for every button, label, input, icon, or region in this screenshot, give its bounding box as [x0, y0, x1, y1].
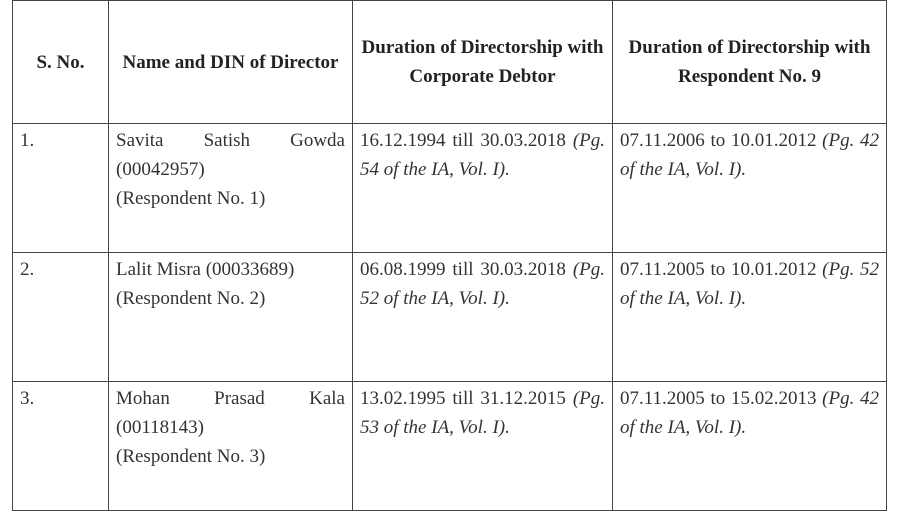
- period: 07.11.2006 to 10.01.2012: [620, 130, 817, 151]
- director-name: Lalit Misra (00033689): [116, 259, 295, 280]
- table-row: 3. Mohan Prasad Kala (00118143) (Responden…: [12, 381, 887, 511]
- table-cell: Lalit Misra (00033689) (Respondent No. 2): [108, 252, 353, 382]
- table-body: 1. Savita Satish Gowda (00042957) (Respond…: [12, 123, 887, 511]
- reference: (Pg. 52 of the IA, Vol. I).: [360, 259, 606, 309]
- period: 13.02.1995 till 31.12.2015: [360, 388, 566, 409]
- table-cell: 06.08.1999 till 30.03.2018 (Pg. 52 of th…: [352, 252, 613, 382]
- director-name: Mohan Prasad Kala (00118143): [116, 388, 345, 438]
- table-row: 1. Savita Satish Gowda (00042957) (Respond…: [12, 123, 887, 253]
- period: 07.11.2005 to 10.01.2012: [620, 259, 817, 280]
- reference: (Pg. 54 of the IA, Vol. I).: [360, 130, 606, 180]
- reference: (Pg. 42 of the IA, Vol. I).: [620, 388, 880, 438]
- respondent: (Respondent No. 2): [116, 288, 266, 309]
- reference: (Pg. 42 of the IA, Vol. I).: [620, 130, 880, 180]
- serial-number: 3.: [20, 388, 35, 409]
- respondent: (Respondent No. 1): [116, 188, 266, 209]
- header-cell: S. No.: [12, 0, 109, 124]
- table-cell: Savita Satish Gowda (00042957) (Responden…: [108, 123, 353, 253]
- header-row: S. No. Name and DIN of Director Duration…: [12, 0, 887, 124]
- serial-number: 1.: [20, 130, 35, 151]
- table-cell: 07.11.2005 to 10.01.2012 (Pg. 52 of the …: [612, 252, 887, 382]
- directors-table: S. No. Name and DIN of Director Duration…: [12, 0, 887, 511]
- table-cell: 1.: [12, 123, 109, 253]
- table-cell: Mohan Prasad Kala (00118143) (Respondent …: [108, 381, 353, 511]
- respondent: (Respondent No. 3): [116, 446, 266, 467]
- reference: (Pg. 53 of the IA, Vol. I).: [360, 388, 606, 438]
- table-cell: 07.11.2005 to 15.02.2013 (Pg. 42 of the …: [612, 381, 887, 511]
- header-cell: Duration of Directorship with Corporate …: [352, 0, 613, 124]
- header-cell: Name and DIN of Director: [108, 0, 353, 124]
- director-name: Savita Satish Gowda (00042957): [116, 130, 345, 180]
- period: 07.11.2005 to 15.02.2013: [620, 388, 817, 409]
- serial-number: 2.: [20, 259, 35, 280]
- period: 06.08.1999 till 30.03.2018: [360, 259, 566, 280]
- table-cell: 13.02.1995 till 31.12.2015 (Pg. 53 of th…: [352, 381, 613, 511]
- reference: (Pg. 52 of the IA, Vol. I).: [620, 259, 880, 309]
- period: 16.12.1994 till 30.03.2018: [360, 130, 566, 151]
- table-cell: 07.11.2006 to 10.01.2012 (Pg. 42 of the …: [612, 123, 887, 253]
- table-row: 2. Lalit Misra (00033689) (Respondent No. …: [12, 252, 887, 382]
- table-cell: 3.: [12, 381, 109, 511]
- table-cell: 16.12.1994 till 30.03.2018 (Pg. 54 of th…: [352, 123, 613, 253]
- header-cell: Duration of Directorship with Respondent…: [612, 0, 887, 124]
- table-cell: 2.: [12, 252, 109, 382]
